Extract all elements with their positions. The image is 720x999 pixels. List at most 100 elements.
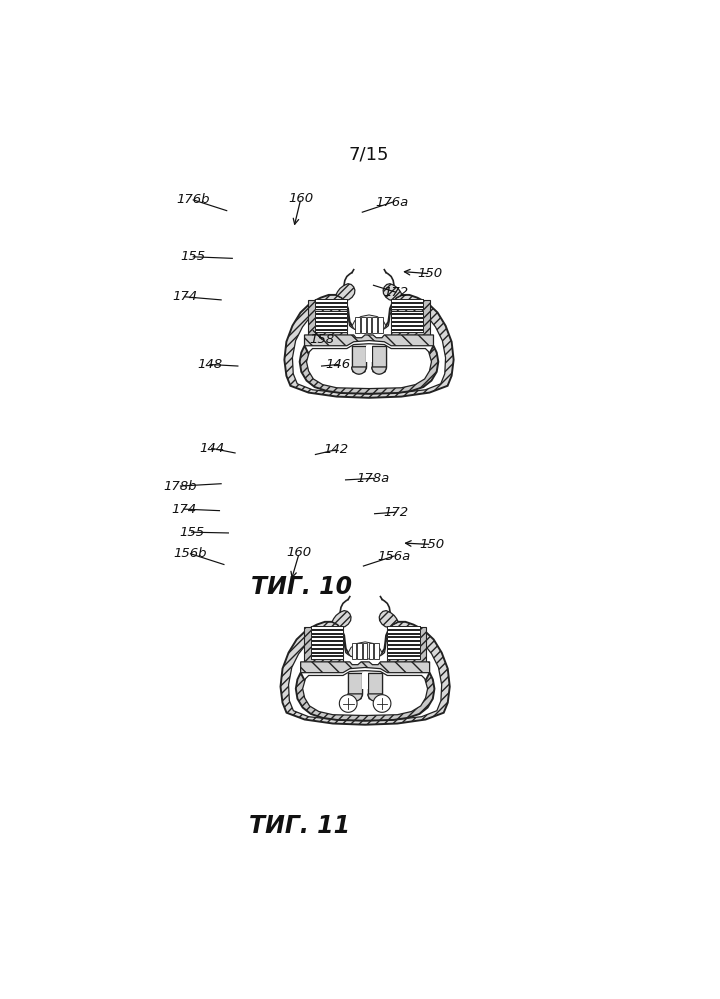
Polygon shape xyxy=(296,671,434,720)
Polygon shape xyxy=(336,284,355,303)
Polygon shape xyxy=(391,307,423,310)
Polygon shape xyxy=(311,652,343,655)
Polygon shape xyxy=(387,645,420,647)
Polygon shape xyxy=(387,626,420,628)
Polygon shape xyxy=(372,317,377,333)
Polygon shape xyxy=(387,637,420,640)
Polygon shape xyxy=(300,345,438,394)
Polygon shape xyxy=(391,303,423,306)
Polygon shape xyxy=(348,672,362,694)
Polygon shape xyxy=(391,315,423,317)
Polygon shape xyxy=(391,318,423,321)
Polygon shape xyxy=(356,317,360,333)
Polygon shape xyxy=(311,656,343,659)
Polygon shape xyxy=(373,694,391,712)
Polygon shape xyxy=(387,641,420,644)
Polygon shape xyxy=(391,303,423,306)
Polygon shape xyxy=(391,330,423,333)
Polygon shape xyxy=(383,284,402,303)
Polygon shape xyxy=(361,317,366,333)
Polygon shape xyxy=(387,649,420,651)
Polygon shape xyxy=(311,626,343,628)
Polygon shape xyxy=(348,694,362,701)
Polygon shape xyxy=(387,656,420,659)
Text: 176a: 176a xyxy=(376,196,409,209)
Polygon shape xyxy=(315,326,347,329)
Polygon shape xyxy=(315,311,347,314)
Polygon shape xyxy=(315,330,347,333)
Polygon shape xyxy=(311,652,343,655)
Polygon shape xyxy=(315,330,347,333)
Polygon shape xyxy=(315,322,347,325)
Polygon shape xyxy=(351,643,356,659)
Polygon shape xyxy=(348,641,382,659)
Polygon shape xyxy=(368,694,382,700)
Polygon shape xyxy=(352,315,386,333)
Polygon shape xyxy=(315,326,347,329)
Polygon shape xyxy=(348,694,362,700)
Polygon shape xyxy=(311,641,343,644)
Polygon shape xyxy=(351,346,366,368)
Text: 158: 158 xyxy=(309,333,334,346)
Polygon shape xyxy=(391,300,431,335)
Polygon shape xyxy=(372,368,387,374)
Polygon shape xyxy=(311,629,343,632)
Polygon shape xyxy=(281,621,450,724)
Polygon shape xyxy=(387,629,420,632)
Text: 178b: 178b xyxy=(163,480,197,493)
Polygon shape xyxy=(339,694,357,712)
Polygon shape xyxy=(387,633,420,636)
Polygon shape xyxy=(305,335,433,346)
Polygon shape xyxy=(363,643,367,659)
Text: 150: 150 xyxy=(418,267,443,281)
Polygon shape xyxy=(372,367,387,375)
Polygon shape xyxy=(391,307,423,310)
Text: 155: 155 xyxy=(179,525,204,538)
Polygon shape xyxy=(391,326,423,329)
Text: 178a: 178a xyxy=(357,472,390,485)
Polygon shape xyxy=(391,326,423,329)
Polygon shape xyxy=(374,643,379,659)
Polygon shape xyxy=(378,317,382,333)
Polygon shape xyxy=(366,317,372,333)
Text: 142: 142 xyxy=(323,444,348,457)
Polygon shape xyxy=(372,346,387,367)
Text: ΤИГ. 11: ΤИГ. 11 xyxy=(248,814,350,838)
Polygon shape xyxy=(351,367,366,375)
Polygon shape xyxy=(307,344,431,389)
Polygon shape xyxy=(289,630,441,720)
Text: 174: 174 xyxy=(172,291,197,304)
Polygon shape xyxy=(311,633,343,636)
Polygon shape xyxy=(315,299,347,302)
Polygon shape xyxy=(391,318,423,321)
Polygon shape xyxy=(379,610,398,629)
Polygon shape xyxy=(315,307,347,310)
Polygon shape xyxy=(311,649,343,651)
Polygon shape xyxy=(387,645,420,647)
Text: ΤИГ. 10: ΤИГ. 10 xyxy=(251,575,353,599)
Polygon shape xyxy=(315,318,347,321)
Polygon shape xyxy=(315,315,347,317)
Polygon shape xyxy=(369,643,373,659)
Polygon shape xyxy=(387,652,420,655)
Text: 174: 174 xyxy=(171,502,197,515)
Polygon shape xyxy=(311,629,343,632)
Polygon shape xyxy=(302,670,428,715)
Polygon shape xyxy=(315,311,347,314)
Polygon shape xyxy=(366,346,372,362)
Text: 144: 144 xyxy=(199,442,224,455)
Text: 172: 172 xyxy=(383,505,408,518)
Polygon shape xyxy=(311,637,343,640)
Polygon shape xyxy=(311,641,343,644)
Polygon shape xyxy=(368,672,382,694)
Polygon shape xyxy=(351,368,366,374)
Polygon shape xyxy=(362,672,368,688)
Polygon shape xyxy=(391,311,423,314)
Polygon shape xyxy=(311,645,343,647)
Polygon shape xyxy=(387,652,420,655)
Text: 172: 172 xyxy=(383,286,408,299)
Polygon shape xyxy=(391,311,423,314)
Polygon shape xyxy=(315,303,347,306)
Polygon shape xyxy=(372,346,387,368)
Polygon shape xyxy=(315,318,347,321)
